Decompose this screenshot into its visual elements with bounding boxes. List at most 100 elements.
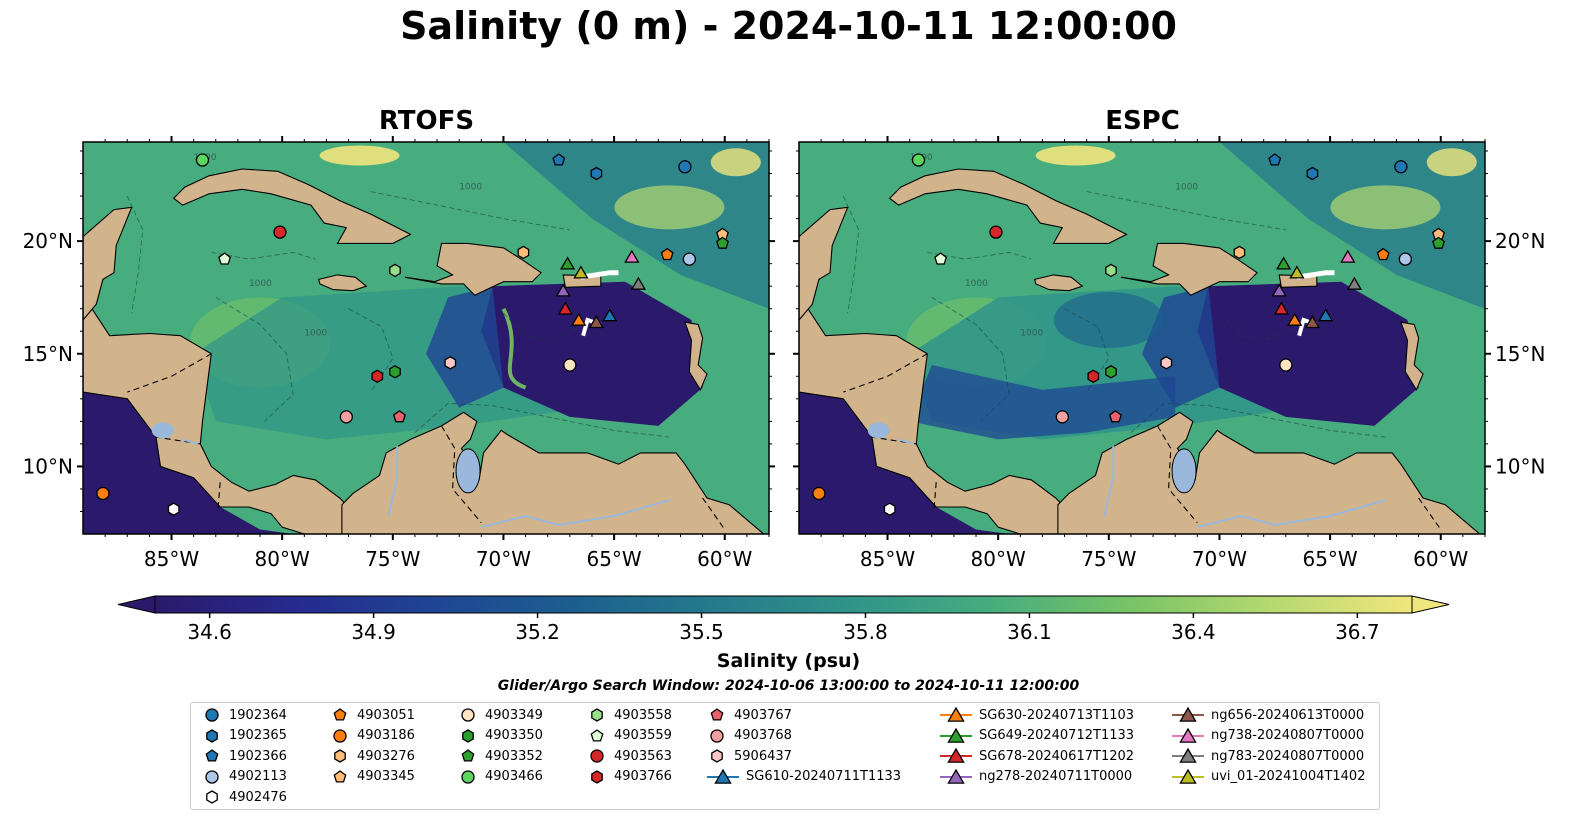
depth-contour <box>931 297 1010 422</box>
legend-item: 4903352 <box>457 746 543 766</box>
legend-item: 4903186 <box>329 726 415 746</box>
legend-item: ng656-20240613T0000 <box>1171 705 1364 725</box>
legend-marker-hexagon <box>591 769 603 784</box>
legend-marker-pentagon <box>333 708 347 721</box>
atlantic-fresh-zone <box>1219 142 1485 309</box>
colorbar-tick-label: 34.9 <box>351 620 396 644</box>
marker-4903051 <box>660 247 674 261</box>
contour-label: 1000 <box>965 279 988 289</box>
legend-label: 4903051 <box>357 707 415 723</box>
marker-SG678-20240617T1202 <box>557 301 574 315</box>
marker-ng278-20240711T0000 <box>1271 283 1287 297</box>
marker-ng278-20240711T0000 <box>555 283 571 297</box>
legend-marker-hexagon <box>591 708 603 722</box>
marker-5906437 <box>1160 356 1173 370</box>
lon-tick-label: 60°W <box>697 547 752 571</box>
marker-4903186 <box>812 486 826 501</box>
legend-marker-circle <box>205 708 219 722</box>
marker-SG649-20240712T1133 <box>559 256 576 270</box>
legend-label: 1902364 <box>229 707 287 723</box>
country-border <box>702 497 726 530</box>
legend-marker-triangle <box>1179 768 1197 784</box>
river <box>1103 446 1115 517</box>
contour-label: 1000 <box>1175 182 1198 192</box>
legend-item: 4903276 <box>329 746 415 766</box>
country-border <box>217 482 221 510</box>
low-salinity-zone <box>481 281 703 426</box>
legend-item: 1902364 <box>201 705 287 725</box>
central-america-land <box>799 274 1066 534</box>
legend-label: 4903276 <box>357 748 415 764</box>
legend-label: 4903767 <box>734 707 792 723</box>
legend-marker-circle <box>461 708 475 722</box>
map-frame <box>82 141 770 535</box>
lon-tick-label: 80°W <box>255 547 310 571</box>
legend-label: ng783-20240807T0000 <box>1211 748 1365 764</box>
lake-maracaibo <box>1171 448 1197 494</box>
marker-uvi_01-20241004T1402 <box>1289 265 1305 279</box>
low-salinity-zone <box>909 365 1176 440</box>
legend-item: 1902365 <box>201 726 287 746</box>
lake-nicaragua <box>867 422 890 439</box>
lon-tick-label: 75°W <box>1081 547 1136 571</box>
lat-tick-label: 15°N <box>1495 342 1545 366</box>
legend-label: 4903350 <box>485 728 543 743</box>
legend-item: SG649-20240712T1133 <box>939 726 1134 746</box>
marker-4903766 <box>371 369 384 384</box>
legend-marker-circle <box>205 769 219 784</box>
legend-item: 5906437 <box>706 746 792 766</box>
marker-4903466 <box>911 153 926 167</box>
colorbar-tick-label: 35.8 <box>843 620 888 644</box>
legend-marker-circle <box>590 749 604 763</box>
marker-ng738-20240807T0000 <box>1340 249 1356 263</box>
marker-4903352 <box>716 236 729 249</box>
marker-4903276 <box>1233 245 1246 260</box>
contour-label: 1000 <box>459 182 482 192</box>
legend-marker-triangle <box>947 768 965 784</box>
marker-4902476 <box>167 502 180 516</box>
high-salinity-patch <box>1035 145 1116 166</box>
marker-1902366 <box>552 153 566 166</box>
colorbar-gradient <box>155 596 1412 613</box>
legend-label: SG678-20240617T1202 <box>979 748 1135 764</box>
legend-item: ng278-20240711T0000 <box>939 767 1132 787</box>
marker-4903349 <box>1279 358 1293 372</box>
high-salinity-patch <box>319 145 400 166</box>
marker-4903350 <box>1105 365 1117 379</box>
lesser-antilles-land <box>1400 321 1424 392</box>
river <box>1197 499 1386 529</box>
pacific-ocean <box>83 392 294 534</box>
lat-tick-label: 20°N <box>23 229 73 253</box>
legend-item: SG610-20240711T1133 <box>706 767 901 787</box>
legend-marker-triangle <box>714 768 732 784</box>
marker-4902113 <box>682 252 696 266</box>
legend-item: 4902476 <box>201 787 287 807</box>
legend-item: 4903345 <box>329 767 415 787</box>
legend-label: 1902365 <box>229 728 287 743</box>
marker-4903186 <box>96 486 110 501</box>
depth-contour <box>1219 312 1298 341</box>
search-window-text: Glider/Argo Search Window: 2024-10-06 13… <box>497 678 1080 694</box>
legend-label: 4902113 <box>229 769 287 784</box>
marker-SG678-20240617T1202 <box>1273 301 1290 315</box>
legend-item: 4903350 <box>457 726 543 746</box>
low-salinity-zone <box>426 286 504 408</box>
legend-item: SG678-20240617T1202 <box>939 746 1134 766</box>
legend-item: 1902366 <box>201 746 287 766</box>
marker-4903558 <box>389 263 401 278</box>
south-america-land <box>341 411 769 534</box>
marker-4903352 <box>1432 236 1445 249</box>
legend-marker-pentagon <box>590 728 604 742</box>
country-border <box>155 436 201 445</box>
colorbar-tick-label: 36.7 <box>1335 620 1380 644</box>
marker-uvi_01-20241004T1402 <box>573 265 589 279</box>
marker-4903767 <box>392 410 406 423</box>
legend-marker-hexagon <box>206 790 218 804</box>
legend-label: uvi_01-20241004T1402 <box>1211 769 1366 784</box>
lon-tick-label: 70°W <box>1192 547 1247 571</box>
marker-4903559 <box>218 252 232 265</box>
legend-item: 4903051 <box>329 705 415 725</box>
legend-marker-triangle <box>1179 706 1197 722</box>
cuba-land <box>172 168 412 244</box>
yucatan-land <box>83 142 133 321</box>
